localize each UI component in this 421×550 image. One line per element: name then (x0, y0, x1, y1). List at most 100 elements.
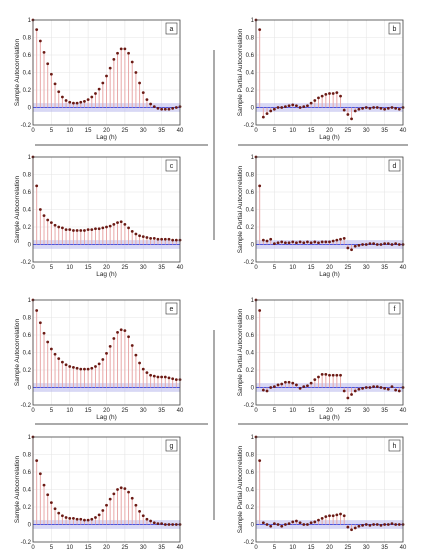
data-point (75, 101, 79, 105)
data-point (94, 227, 97, 231)
data-point (364, 386, 368, 389)
data-point (335, 91, 339, 95)
y-axis-label: Sample Autocorrelation (14, 176, 21, 244)
data-point (108, 344, 112, 348)
data-point (35, 459, 39, 463)
data-point (79, 517, 83, 521)
y-axis-label: Sample Autocorrelation (14, 39, 21, 107)
data-point (368, 242, 372, 246)
data-point (295, 241, 298, 245)
data-point (75, 517, 79, 521)
data-point (375, 385, 379, 389)
data-point (397, 523, 401, 526)
axes-frame (32, 156, 181, 263)
x-tick-label: 25 (122, 265, 129, 271)
data-point (386, 242, 390, 246)
data-point (346, 525, 350, 529)
data-point (324, 240, 328, 244)
data-point (280, 240, 284, 244)
x-tick-label: 30 (140, 545, 147, 550)
axes-frame (32, 299, 181, 406)
data-point (108, 224, 112, 228)
data-point (342, 514, 346, 518)
data-point (306, 523, 309, 526)
data-point (394, 388, 398, 392)
data-point (64, 363, 68, 367)
data-point (394, 523, 398, 526)
data-point (364, 243, 368, 246)
data-point (298, 106, 302, 109)
data-point (386, 387, 390, 391)
data-point (127, 226, 130, 230)
data-point (38, 39, 42, 43)
y-tick-label: 1 (28, 155, 32, 161)
data-point (134, 71, 138, 74)
data-point (272, 522, 276, 526)
panel-letter: b (393, 26, 397, 33)
data-point (291, 240, 295, 244)
data-point (346, 246, 350, 250)
y-tick-label: 0.4 (23, 208, 32, 214)
data-point (149, 236, 153, 240)
data-point (75, 366, 79, 370)
y-tick-label: -0.2 (244, 540, 255, 546)
x-tick-label: 35 (381, 408, 388, 414)
data-point (79, 100, 83, 104)
y-tick-label: 1 (251, 18, 255, 24)
y-tick-label: 1 (28, 298, 32, 304)
data-point (61, 226, 64, 230)
data-point (68, 100, 72, 104)
x-tick-label: 5 (50, 128, 54, 134)
data-point (284, 380, 287, 384)
y-tick-label: 0 (251, 523, 255, 529)
data-point (174, 238, 178, 242)
x-tick-label: 35 (381, 545, 388, 550)
data-point (127, 335, 130, 339)
y-tick-label: 0 (251, 386, 255, 392)
data-point (272, 107, 276, 111)
data-point (280, 524, 284, 528)
x-tick-label: 20 (326, 265, 333, 271)
data-point (57, 90, 61, 94)
data-point (276, 241, 280, 245)
data-point (272, 242, 276, 246)
x-tick-label: 35 (381, 265, 388, 271)
data-point (328, 514, 331, 518)
data-point (97, 362, 101, 366)
y-tick-label: 0.2 (246, 225, 255, 231)
data-point (105, 503, 108, 507)
panel-letter-box (165, 159, 178, 172)
data-point (361, 386, 364, 390)
data-point (368, 386, 372, 389)
data-point (116, 51, 119, 55)
data-point (68, 228, 72, 232)
x-tick-label: 40 (177, 128, 184, 134)
x-tick-label: 20 (103, 545, 110, 550)
data-point (394, 242, 398, 246)
x-tick-label: 25 (345, 408, 352, 414)
data-point (167, 376, 171, 380)
data-point (97, 513, 101, 517)
data-point (339, 512, 342, 516)
data-point (160, 107, 164, 111)
data-point (83, 367, 86, 371)
data-point (397, 107, 401, 111)
data-point (160, 522, 164, 526)
data-point (83, 229, 86, 232)
y-tick-label: 0.4 (246, 488, 255, 494)
data-point (86, 367, 90, 371)
data-point (261, 388, 265, 392)
x-tick-label: 5 (50, 408, 54, 414)
data-point (383, 107, 387, 111)
data-point (258, 28, 262, 32)
y-tick-label: -0.2 (244, 260, 255, 266)
data-point (86, 98, 90, 102)
data-point (141, 367, 145, 371)
data-point (357, 107, 361, 111)
data-point (160, 237, 164, 241)
data-point (265, 389, 269, 393)
data-point (116, 330, 119, 334)
x-tick-label: 40 (177, 408, 184, 414)
